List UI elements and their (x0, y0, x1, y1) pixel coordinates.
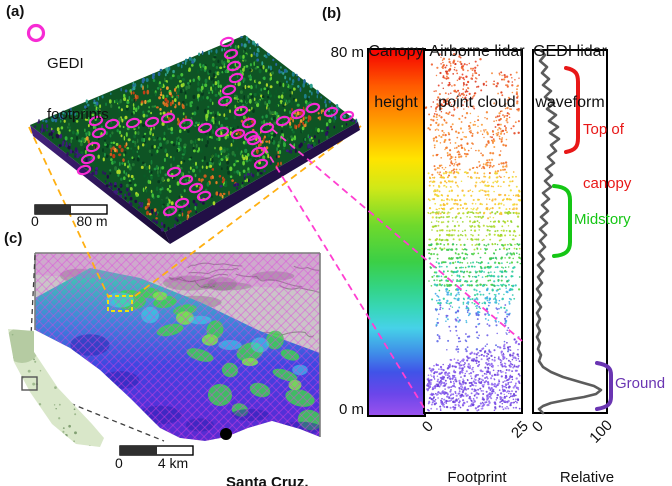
gedi-footprint (259, 122, 275, 134)
scalebar-a-zero: 0 (31, 213, 39, 229)
gedi-footprint (217, 95, 233, 107)
waveform-plot (532, 48, 613, 415)
gedi-footprint (219, 36, 235, 48)
scalebar-c-zero: 0 (115, 455, 123, 471)
gedi-footprint (221, 84, 237, 96)
inset-extent-box (21, 376, 38, 391)
gedi-footprint (104, 118, 120, 130)
gedi-footprint (228, 72, 244, 84)
gedi-footprint (174, 197, 190, 209)
annotation-ground: Ground (615, 375, 666, 392)
midstory-bracket (552, 184, 572, 258)
gedi-footprint (166, 166, 182, 178)
gedi-footprint (223, 48, 239, 60)
waveform-axis-caption: Relative amplitude (%) (559, 469, 615, 486)
panel-b-label: (b) (322, 5, 342, 22)
gedi-footprint (323, 106, 339, 118)
gedi-footprint (80, 153, 96, 165)
ground-bracket (595, 361, 613, 411)
city-dot (220, 428, 232, 440)
gedi-footprints (76, 36, 355, 217)
gedi-footprint (275, 115, 291, 127)
colorbar-max-label: 80 m (330, 44, 364, 61)
study-area-box (107, 295, 133, 312)
gedi-footprint (226, 60, 242, 72)
gedi-footprint (339, 110, 355, 122)
canopy-height-colorbar (367, 48, 426, 417)
pointcloud-axis-caption: Footprint diameter (m) (447, 469, 507, 486)
gedi-footprint (250, 146, 266, 158)
canopy-tile (30, 35, 360, 244)
panel-c-label: (c) (4, 230, 23, 247)
footprint-legend-icon (26, 23, 46, 43)
gedi-footprint (243, 130, 259, 142)
gedi-footprint (197, 122, 213, 134)
colorbar-title: Canopy height (368, 43, 424, 111)
pointcloud-title: Airborne lidar point cloud (429, 43, 525, 111)
scale-bars (34, 204, 194, 456)
city-label: Santa Cruz, CA (226, 474, 309, 486)
waveform-title: GEDI lidar waveform (533, 43, 607, 111)
gedi-footprint (214, 126, 230, 138)
top-of-canopy-bracket (564, 66, 580, 154)
gedi-footprint (125, 117, 141, 129)
scalebar-a-max: 80 m (76, 213, 108, 229)
gedi-footprint (178, 118, 194, 130)
gedi-footprint (253, 158, 269, 170)
gedi-footprint (88, 115, 104, 127)
scalebar-c-max: 4 km (157, 455, 189, 471)
gedi-footprint (230, 128, 246, 140)
gedi-footprint (290, 108, 306, 120)
gedi-footprint (305, 102, 321, 114)
annotation-midstory: Midstory (574, 211, 631, 228)
gedi-footprint (76, 164, 92, 176)
gedi-footprint (246, 134, 262, 146)
gedi-footprint (160, 112, 176, 124)
gedi-footprints-legend: GEDI footprints (47, 55, 109, 123)
gedi-waveform-curve (535, 48, 603, 415)
gedi-footprint (178, 174, 194, 186)
gedi-footprint (91, 127, 107, 139)
point-cloud (423, 49, 523, 414)
gedi-footprint (85, 141, 101, 153)
gedi-footprint (188, 182, 204, 194)
footprint-to-pointcloud-connectors (257, 128, 523, 412)
gedi-footprint (233, 105, 249, 117)
gedi-footprint (162, 205, 178, 217)
panel-a-label: (a) (6, 3, 25, 20)
gedi-footprint (196, 190, 212, 202)
gedi-footprint (241, 117, 257, 129)
colorbar-min-label: 0 m (338, 401, 364, 418)
gedi-footprint (144, 116, 160, 128)
annotation-top-of-canopy: Top of canopy (583, 121, 632, 192)
